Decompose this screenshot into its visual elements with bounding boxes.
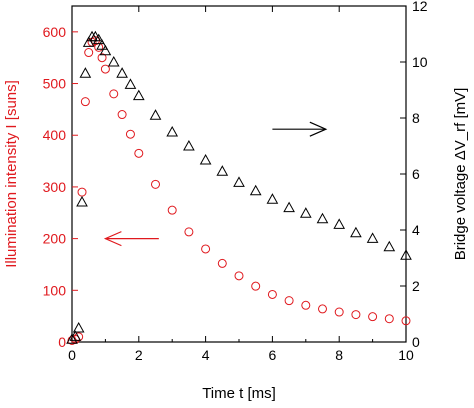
y-left-tick-label: 100 xyxy=(43,282,67,298)
illumination-point xyxy=(334,307,344,317)
bridge-voltage-point xyxy=(233,176,245,187)
illumination-point xyxy=(234,271,244,281)
bridge-voltage-point xyxy=(266,193,279,204)
illumination-point xyxy=(301,300,311,310)
illumination-point xyxy=(109,89,119,99)
bridge-voltage-point xyxy=(199,153,212,165)
illumination-point xyxy=(351,310,361,320)
bridge-voltage-point xyxy=(96,39,108,50)
bridge-voltage-point xyxy=(366,232,379,243)
bridge-voltage-point xyxy=(116,67,128,78)
bridge-voltage-point xyxy=(299,207,312,218)
x-tick-label: 0 xyxy=(68,347,76,363)
bridge-voltage-point xyxy=(316,212,329,224)
illumination-point xyxy=(80,97,90,107)
x-tick-label: 10 xyxy=(398,347,414,363)
illumination-point xyxy=(117,110,127,120)
bridge-voltage-point xyxy=(66,333,78,344)
y-left-tick-label: 0 xyxy=(58,334,66,350)
illumination-point xyxy=(267,289,277,299)
bridge-voltage-point xyxy=(149,109,162,120)
bridge-voltage-point xyxy=(216,165,229,176)
bridge-voltage-point xyxy=(69,330,82,341)
illumination-point xyxy=(167,205,177,215)
bridge-voltage-point xyxy=(283,201,295,213)
bridge-voltage-point xyxy=(72,321,85,333)
illumination-point xyxy=(184,227,194,237)
bridge-voltage-point xyxy=(383,240,396,252)
illumination-point xyxy=(151,179,160,189)
bridge-voltage-point xyxy=(166,125,179,137)
y-left-axis-title: Illumination intensity I [suns] xyxy=(3,80,20,268)
axis-ticks xyxy=(71,5,407,343)
y-right-tick-label: 8 xyxy=(412,110,420,126)
x-tick-label: 2 xyxy=(135,347,143,363)
bridge-voltage-point xyxy=(249,184,262,196)
illumination-point xyxy=(77,187,87,197)
y-right-tick-label: 12 xyxy=(412,0,428,14)
illumination-point xyxy=(84,48,94,58)
x-tick-label: 8 xyxy=(335,347,343,363)
bridge-voltage-point xyxy=(99,44,112,56)
bridge-voltage-point xyxy=(79,67,92,78)
bridge-voltage-point xyxy=(92,33,105,45)
bridge-voltage-point xyxy=(107,55,120,67)
illumination-point xyxy=(125,129,135,139)
illumination-point xyxy=(134,148,144,158)
bridge-voltage-point xyxy=(333,218,346,229)
y-left-tick-label: 600 xyxy=(43,24,67,40)
axis-indicator-arrows xyxy=(103,121,328,247)
illumination-point xyxy=(97,53,107,63)
bridge-voltage-point xyxy=(132,89,145,101)
y-left-tick-label: 200 xyxy=(43,231,67,247)
bridge-voltage-point xyxy=(124,78,137,89)
illumination-point xyxy=(368,312,378,322)
y-right-tick-label: 10 xyxy=(412,54,428,70)
bridge-voltage-point xyxy=(76,195,88,207)
y-right-axis-title-text: Bridge voltage ΔV_rf [mV] xyxy=(452,88,469,261)
y-left-tick-label: 400 xyxy=(43,127,67,143)
y-right-tick-label: 0 xyxy=(412,334,420,350)
y-right-tick-label: 6 xyxy=(412,166,420,182)
bridge-voltage-series xyxy=(66,30,412,344)
bridge-voltage-point xyxy=(183,139,195,151)
illumination-point xyxy=(94,42,104,52)
bridge-voltage-point xyxy=(82,36,95,47)
y-left-tick-label: 500 xyxy=(43,76,67,92)
illumination-point xyxy=(401,316,411,326)
plot-frame xyxy=(71,5,407,343)
illumination-point xyxy=(251,281,261,291)
left-arrow-head xyxy=(103,231,122,247)
right-arrow-head xyxy=(309,121,328,137)
bridge-voltage-point xyxy=(400,249,412,260)
illumination-series xyxy=(67,36,411,345)
illumination-point xyxy=(217,258,227,268)
y-right-axis-title: Bridge voltage ΔV_rf [mV] xyxy=(452,88,469,261)
x-tick-label: 6 xyxy=(269,347,277,363)
x-axis-title-text: Time t [ms] xyxy=(202,385,276,402)
y-left-axis-title-text: Illumination intensity I [suns] xyxy=(3,80,20,268)
illumination-point xyxy=(384,314,394,324)
x-axis-title: Time t [ms] xyxy=(202,385,276,402)
x-tick-label: 4 xyxy=(202,347,210,363)
y-right-tick-label: 2 xyxy=(412,278,420,294)
bridge-voltage-point xyxy=(350,226,362,238)
illumination-point xyxy=(318,304,327,314)
illumination-point xyxy=(100,64,110,74)
illumination-point xyxy=(284,296,294,306)
y-right-tick-label: 4 xyxy=(412,222,420,238)
y-left-tick-label: 300 xyxy=(43,179,67,195)
illumination-point xyxy=(201,244,211,254)
